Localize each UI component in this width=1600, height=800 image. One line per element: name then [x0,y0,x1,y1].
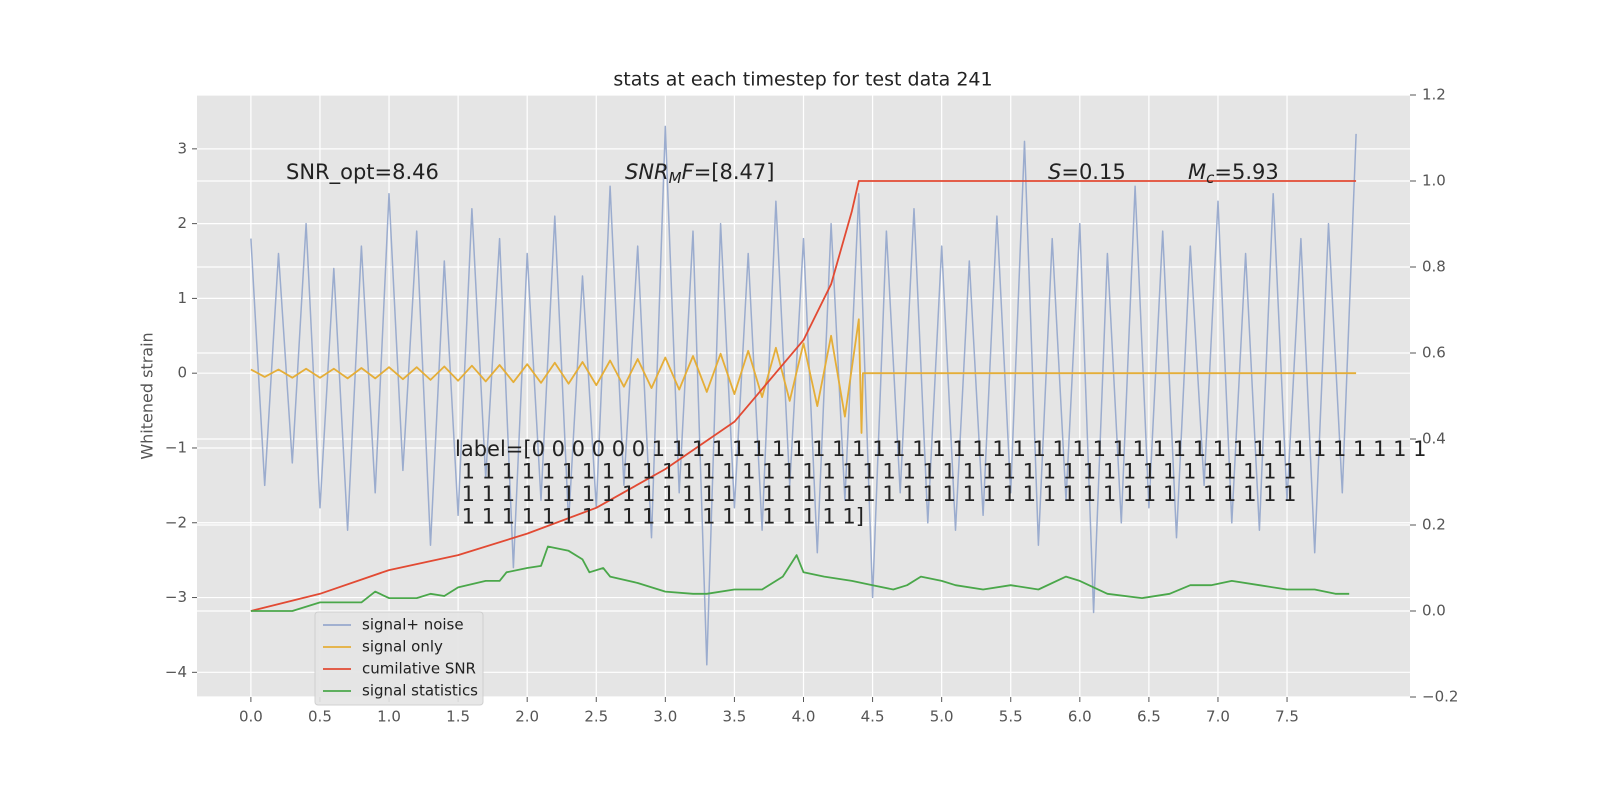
x-tick-label: 1.5 [446,708,470,726]
label-annotation: label=[0 0 0 0 0 0 1 1 1 1 1 1 1 1 1 1 1… [455,437,1427,461]
y2-tick-label: 1.0 [1422,172,1446,190]
legend-box [314,611,484,706]
series-line [250,545,1350,612]
y-tick-label: −3 [165,588,187,606]
x-tick-label: 6.0 [1068,708,1092,726]
label-annotation: 1 1 1 1 1 1 1 1 1 1 1 1 1 1 1 1 1 1 1 1] [455,505,864,529]
legend-label: cumilative SNR [362,660,476,678]
annotation-part: M [669,169,682,187]
x-tick-label: 2.0 [515,708,539,726]
annotation-part: =0.15 [1061,160,1125,184]
y2-tick-label: 1.2 [1422,86,1446,104]
y2-tick-label: 0.0 [1422,602,1446,620]
annotation-part: M [1188,160,1206,184]
x-tick-label: 7.0 [1206,708,1230,726]
y-tick-label: 1 [177,289,187,307]
x-tick-label: 3.0 [653,708,677,726]
x-tick-label: 0.5 [308,708,332,726]
annotation: Mc=5.93 [1188,160,1279,187]
legend-label: signal only [362,638,443,656]
y-tick-label: −4 [165,663,187,681]
annotation-part: =[8.47] [694,160,775,184]
chart-title: stats at each timestep for test data 241 [613,69,992,91]
x-tick-label: 7.5 [1275,708,1299,726]
annotation-part: c [1206,169,1215,187]
x-tick-label: 4.0 [792,708,816,726]
annotation: SNR_opt=8.46 [286,160,439,185]
y-axis-label: Whitened strain [138,332,157,459]
series-line [250,318,1357,434]
annotation: S=0.15 [1048,160,1126,184]
x-tick-label: 4.5 [861,708,885,726]
y2-tick-label: 0.4 [1422,430,1446,448]
x-tick-label: 6.5 [1137,708,1161,726]
y-tick-label: −2 [165,513,187,531]
y2-tick-label: −0.2 [1422,688,1458,706]
y-tick-label: 3 [177,139,187,157]
y-tick-label: 2 [177,214,187,232]
series-line [250,180,1357,612]
legend-label: signal+ noise [362,616,464,634]
x-tick-label: 5.0 [930,708,954,726]
y2-tick-label: 0.6 [1422,344,1446,362]
y2-tick-label: 0.8 [1422,258,1446,276]
y-tick-label: −1 [165,438,187,456]
x-tick-label: 3.5 [722,708,746,726]
y2-tick-label: 0.2 [1422,516,1446,534]
annotation-part: =5.93 [1214,160,1278,184]
series-line [250,125,1357,666]
y-tick-label: 0 [177,364,187,382]
x-tick-label: 2.5 [584,708,608,726]
annotation-part: S [1048,160,1061,184]
label-annotation: 1 1 1 1 1 1 1 1 1 1 1 1 1 1 1 1 1 1 1 1 … [455,460,1297,484]
legend-label: signal statistics [362,682,478,700]
label-annotation: 1 1 1 1 1 1 1 1 1 1 1 1 1 1 1 1 1 1 1 1 … [455,482,1297,506]
annotation: SNRMF=[8.47] [625,160,774,187]
annotation-part: SNR [625,160,669,184]
annotation-part: F [682,160,695,184]
x-tick-label: 1.0 [377,708,401,726]
x-tick-label: 5.5 [999,708,1023,726]
x-tick-label: 0.0 [239,708,263,726]
annotation-part: SNR_opt=8.46 [286,160,439,185]
